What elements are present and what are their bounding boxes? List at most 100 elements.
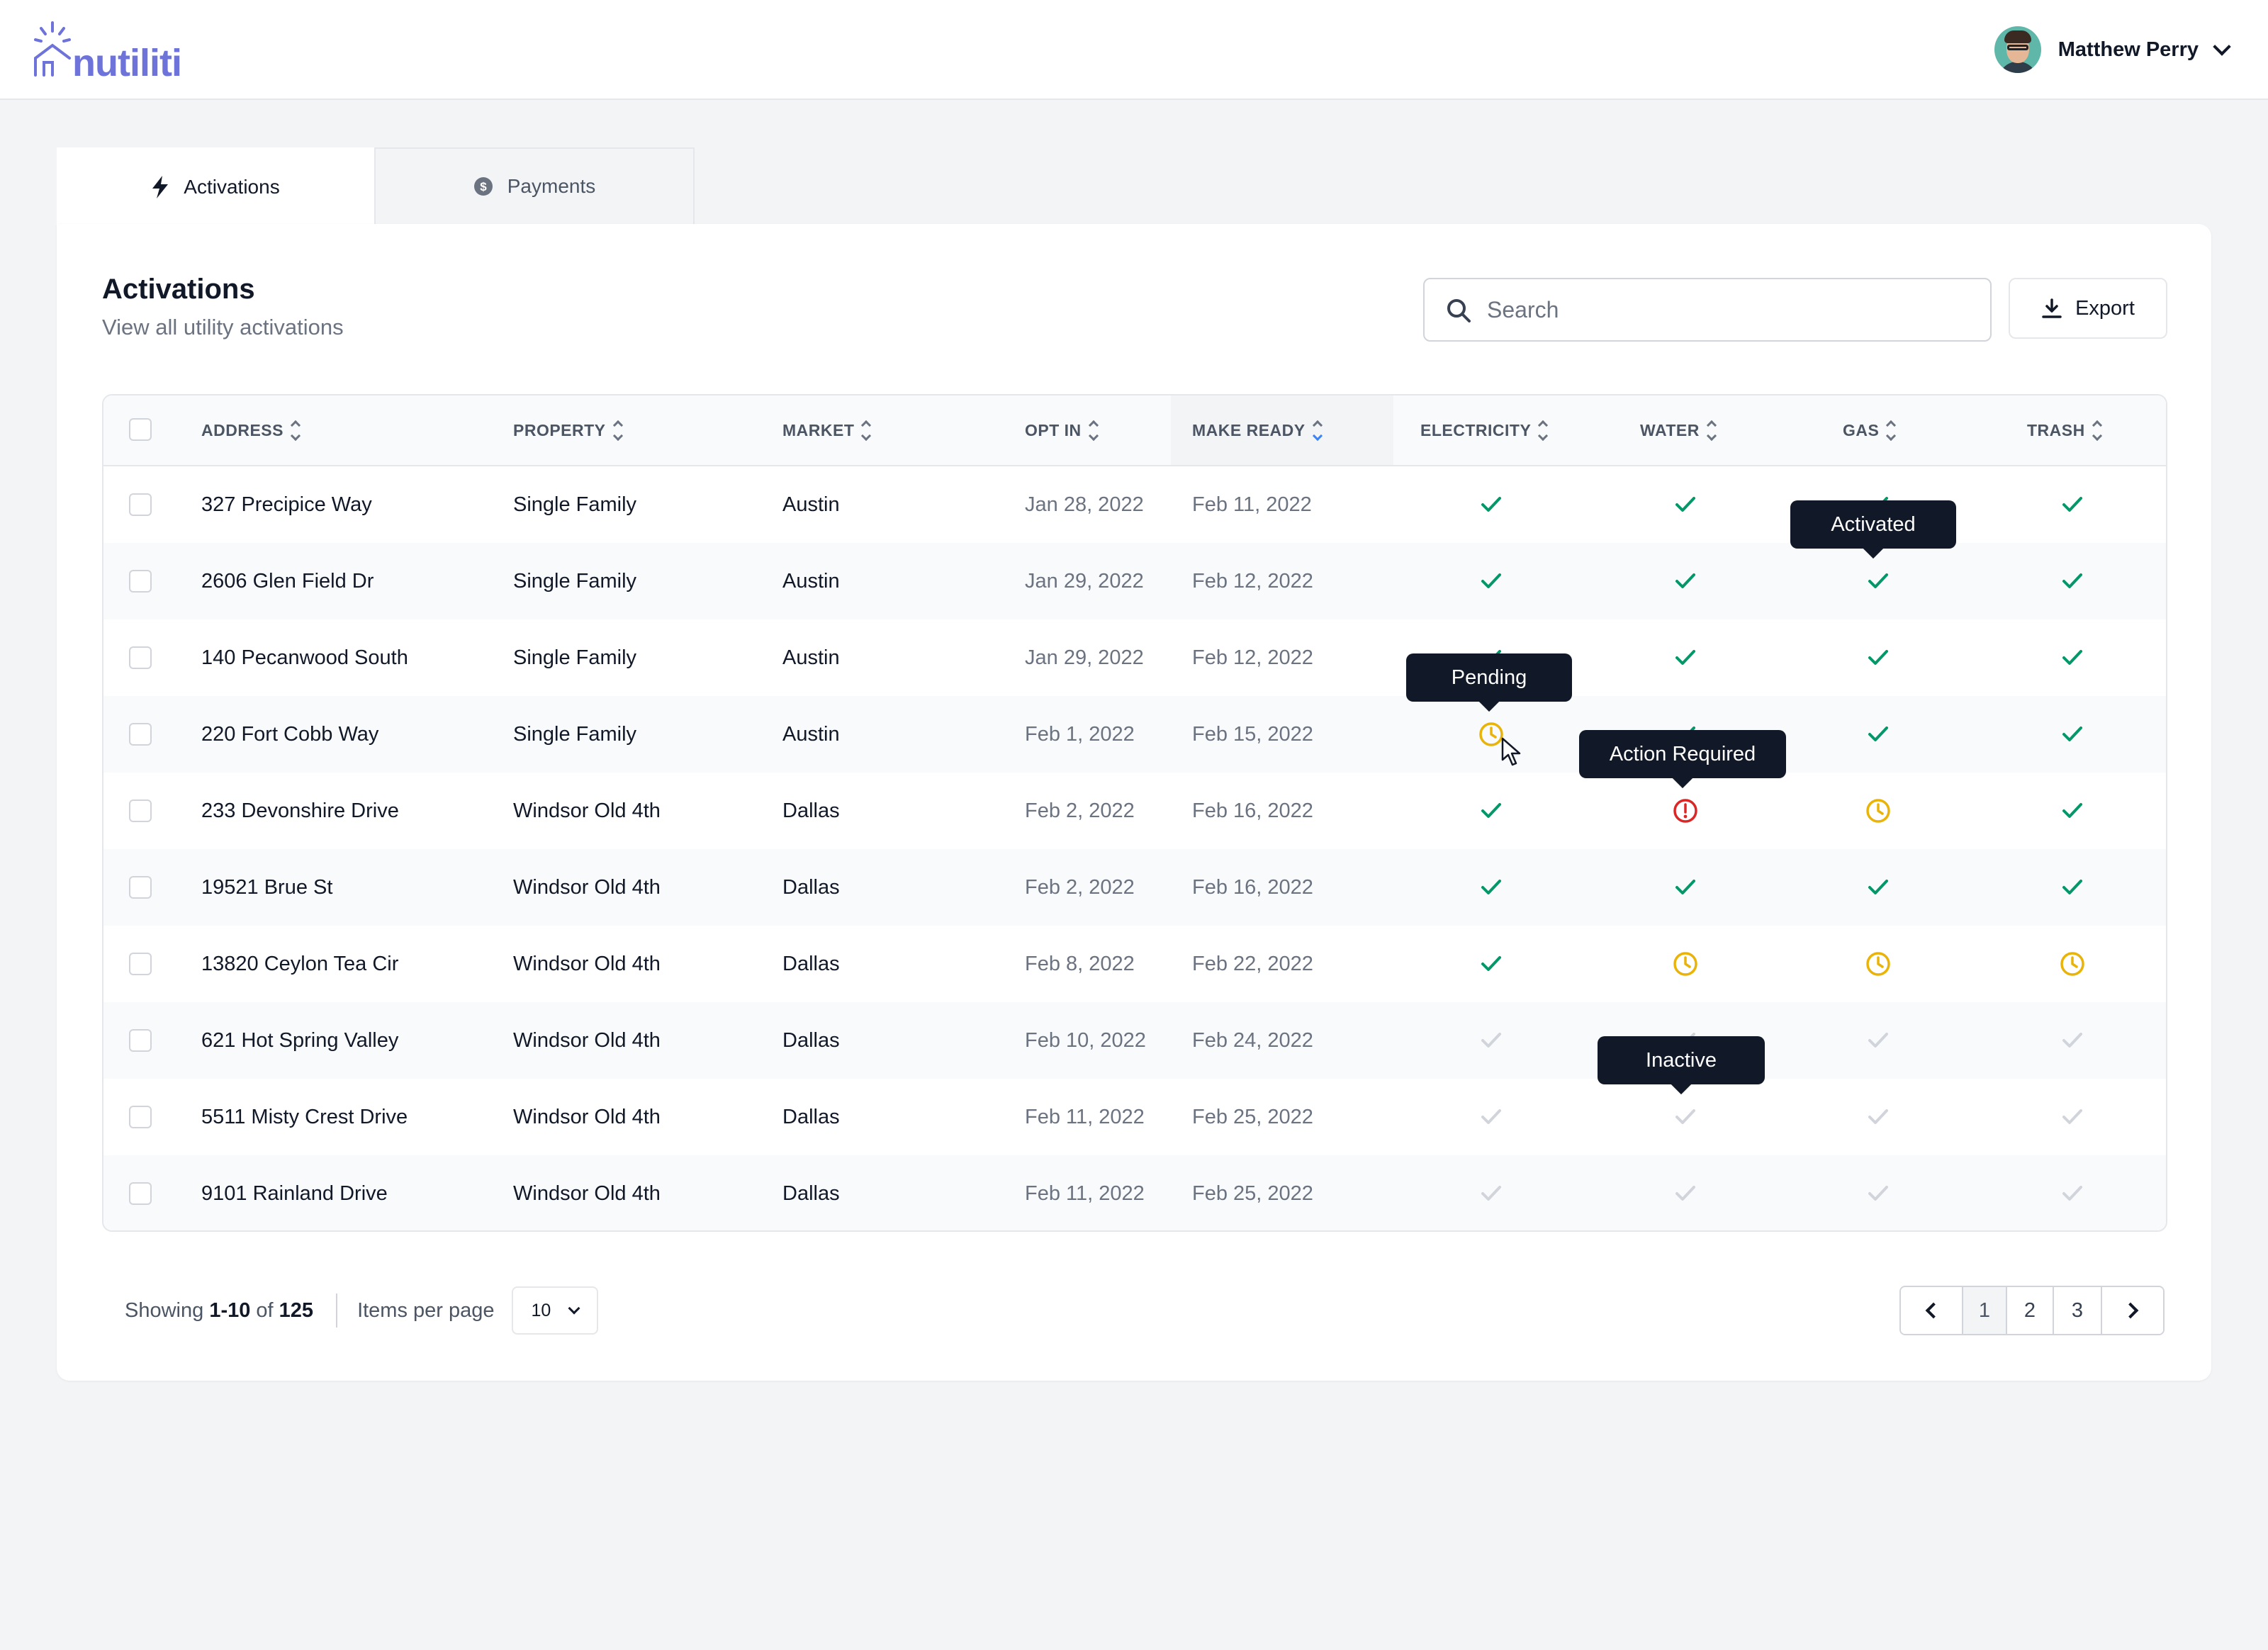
- column-label: WATER: [1640, 420, 1700, 439]
- trash-status-check-icon[interactable]: [2051, 773, 2094, 849]
- gas-status-check-icon[interactable]: [1857, 849, 1899, 926]
- water-status-check-icon[interactable]: [1664, 1155, 1707, 1230]
- row-checkbox[interactable]: [129, 1029, 152, 1052]
- tab-activations[interactable]: Activations: [57, 147, 374, 225]
- table-row[interactable]: 5511 Misty Crest Drive Windsor Old 4th Dal…: [103, 1079, 2166, 1155]
- row-checkbox[interactable]: [129, 1182, 152, 1205]
- column-header-gas[interactable]: GAS: [1843, 395, 1897, 465]
- column-header-trash[interactable]: TRASH: [2027, 395, 2102, 465]
- electricity-status-check-icon[interactable]: [1470, 466, 1512, 543]
- electricity-status-check-icon[interactable]: [1470, 926, 1512, 1002]
- water-status-check-icon[interactable]: [1664, 543, 1707, 619]
- table-row[interactable]: 13820 Ceylon Tea Cir Windsor Old 4th Dalla…: [103, 926, 2166, 1002]
- electricity-status-check-icon[interactable]: [1470, 1079, 1512, 1155]
- tab-payments[interactable]: $ Payments: [374, 147, 695, 224]
- row-checkbox[interactable]: [129, 493, 152, 516]
- svg-text:$: $: [480, 180, 487, 193]
- cell-opt-in: Feb 2, 2022: [1025, 875, 1135, 899]
- water-status-check-icon[interactable]: [1664, 1079, 1707, 1155]
- cell-opt-in: Jan 29, 2022: [1025, 646, 1144, 669]
- column-header-market[interactable]: MARKET: [782, 395, 872, 465]
- water-status-check-icon[interactable]: [1664, 619, 1707, 696]
- electricity-status-check-icon[interactable]: [1470, 1155, 1512, 1230]
- cell-property: Windsor Old 4th: [513, 875, 661, 899]
- column-header-address[interactable]: ADDRESS: [201, 395, 301, 465]
- cell-market: Austin: [782, 722, 840, 746]
- search-input[interactable]: [1487, 296, 1969, 323]
- row-checkbox[interactable]: [129, 876, 152, 899]
- trash-status-check-icon[interactable]: [2051, 619, 2094, 696]
- trash-status-clock-icon[interactable]: [2051, 926, 2094, 1002]
- cell-market: Austin: [782, 646, 840, 669]
- chevron-down-icon[interactable]: [2213, 38, 2231, 56]
- electricity-status-check-icon[interactable]: [1470, 849, 1512, 926]
- column-label: OPT IN: [1025, 420, 1082, 439]
- electricity-status-check-icon[interactable]: [1470, 543, 1512, 619]
- trash-status-check-icon[interactable]: [2051, 1002, 2094, 1079]
- cell-make-ready: Feb 11, 2022: [1192, 493, 1312, 516]
- trash-status-check-icon[interactable]: [2051, 849, 2094, 926]
- tab-label: Activations: [184, 176, 280, 198]
- column-header-electricity[interactable]: ELECTRICITY: [1420, 395, 1549, 465]
- electricity-status-check-icon[interactable]: [1470, 773, 1512, 849]
- trash-status-check-icon[interactable]: [2051, 466, 2094, 543]
- electricity-status-clock-icon[interactable]: [1470, 696, 1512, 773]
- select-all-checkbox[interactable]: [129, 418, 152, 441]
- previous-page-button[interactable]: [1901, 1287, 1963, 1334]
- app-logo[interactable]: nutiliti: [31, 20, 187, 84]
- avatar[interactable]: [1994, 26, 2041, 73]
- next-page-button[interactable]: [2102, 1287, 2163, 1334]
- trash-status-check-icon[interactable]: [2051, 543, 2094, 619]
- gas-status-clock-icon[interactable]: [1857, 773, 1899, 849]
- water-status-check-icon[interactable]: [1664, 466, 1707, 543]
- table-row[interactable]: 220 Fort Cobb Way Single Family Austin Feb …: [103, 696, 2166, 773]
- table-row[interactable]: 327 Precipice Way Single Family Austin Jan …: [103, 466, 2166, 543]
- electricity-status-check-icon[interactable]: [1470, 1002, 1512, 1079]
- gas-status-clock-icon[interactable]: [1857, 926, 1899, 1002]
- export-button[interactable]: Export: [2009, 278, 2167, 339]
- page-button-2[interactable]: 2: [2007, 1287, 2054, 1334]
- cell-market: Dallas: [782, 1028, 840, 1052]
- table-row[interactable]: 19521 Brue St Windsor Old 4th Dallas Feb 2,…: [103, 849, 2166, 926]
- trash-status-check-icon[interactable]: [2051, 696, 2094, 773]
- gas-status-check-icon[interactable]: [1857, 696, 1899, 773]
- table-row[interactable]: 2606 Glen Field Dr Single Family Austin Jan…: [103, 543, 2166, 619]
- cell-address: 140 Pecanwood South: [201, 646, 408, 669]
- page-button-1[interactable]: 1: [1963, 1287, 2007, 1334]
- row-checkbox[interactable]: [129, 646, 152, 669]
- column-header-property[interactable]: PROPERTY: [513, 395, 623, 465]
- gas-status-check-icon[interactable]: [1857, 1155, 1899, 1230]
- search-box[interactable]: [1423, 278, 1992, 342]
- water-status-check-icon[interactable]: [1664, 849, 1707, 926]
- column-header-water[interactable]: WATER: [1640, 395, 1717, 465]
- row-checkbox[interactable]: [129, 723, 152, 746]
- water-status-alert-circle-icon[interactable]: [1664, 773, 1707, 849]
- gas-status-check-icon[interactable]: [1857, 1002, 1899, 1079]
- table-row[interactable]: 233 Devonshire Drive Windsor Old 4th Dalla…: [103, 773, 2166, 849]
- export-label: Export: [2075, 296, 2135, 320]
- column-header-make-ready[interactable]: MAKE READY: [1171, 395, 1393, 465]
- tooltip-inactive: Inactive: [1598, 1036, 1765, 1084]
- cell-property: Single Family: [513, 493, 637, 516]
- cell-market: Dallas: [782, 952, 840, 975]
- water-status-clock-icon[interactable]: [1664, 926, 1707, 1002]
- row-checkbox[interactable]: [129, 799, 152, 822]
- row-checkbox[interactable]: [129, 953, 152, 975]
- gas-status-check-icon[interactable]: [1857, 543, 1899, 619]
- activations-table: ADDRESS PROPERTY MARKET OPT IN MAKE READ…: [102, 394, 2167, 1232]
- trash-status-check-icon[interactable]: [2051, 1155, 2094, 1230]
- row-checkbox[interactable]: [129, 1106, 152, 1128]
- top-bar: nutiliti Matthew Perry: [0, 0, 2268, 100]
- sort-icon: [1312, 420, 1323, 441]
- table-row[interactable]: 140 Pecanwood South Single Family Austin Ja…: [103, 619, 2166, 696]
- items-per-page-select[interactable]: 10: [511, 1286, 598, 1335]
- gas-status-check-icon[interactable]: [1857, 1079, 1899, 1155]
- table-row[interactable]: 621 Hot Spring Valley Windsor Old 4th Dall…: [103, 1002, 2166, 1079]
- row-checkbox[interactable]: [129, 570, 152, 593]
- trash-status-check-icon[interactable]: [2051, 1079, 2094, 1155]
- table-row[interactable]: 9101 Rainland Drive Windsor Old 4th Dallas…: [103, 1155, 2166, 1230]
- page-button-3[interactable]: 3: [2054, 1287, 2102, 1334]
- column-header-opt-in[interactable]: OPT IN: [1025, 395, 1099, 465]
- user-menu[interactable]: Matthew Perry: [1994, 26, 2231, 74]
- gas-status-check-icon[interactable]: [1857, 619, 1899, 696]
